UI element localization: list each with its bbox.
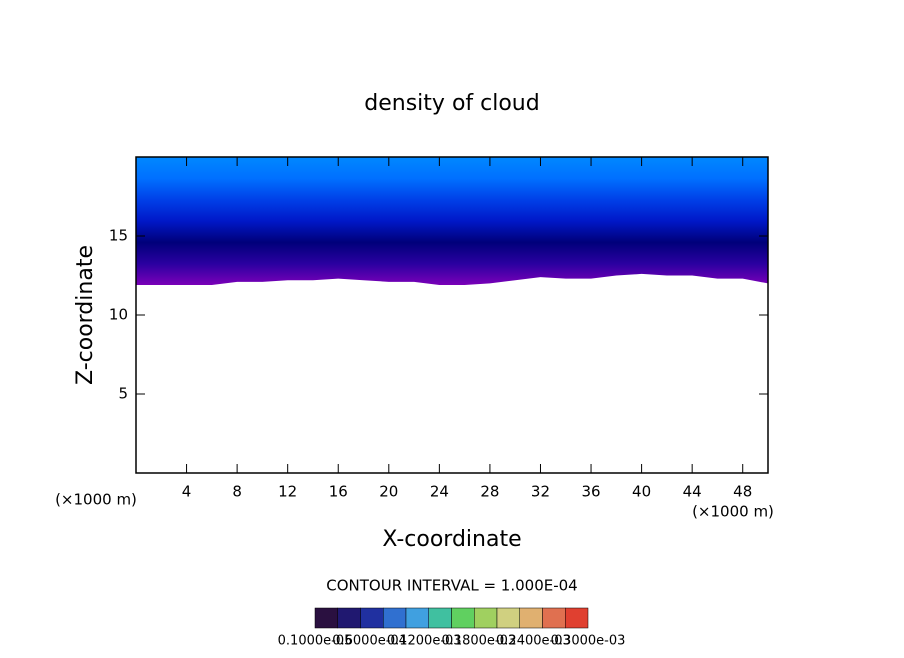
colorbar-swatch <box>565 607 589 629</box>
x-tick-label: 8 <box>232 483 242 501</box>
x-tick-label: 24 <box>430 483 449 501</box>
x-unit-label: (×1000 m) <box>55 491 137 509</box>
cloud-field <box>136 157 768 285</box>
colorbar-swatch <box>474 607 498 629</box>
colorbar-label: 0.1200e-03 <box>387 634 462 649</box>
x-tick-label: 36 <box>581 483 600 501</box>
x-tick-label: 32 <box>531 483 550 501</box>
colorbar-label: 0.3000e-03 <box>551 634 626 649</box>
colorbar-swatch <box>360 607 384 629</box>
x-tick-label: 12 <box>278 483 297 501</box>
x-tick-label: 40 <box>632 483 651 501</box>
y-tick-label: 15 <box>109 227 128 245</box>
colorbar-label: 0.1000e-05 <box>278 634 353 649</box>
x-axis-label: X-coordinate <box>382 527 521 552</box>
colorbar-swatch <box>496 607 520 629</box>
x-tick-label: 44 <box>683 483 702 501</box>
y-tick-label: 10 <box>109 306 128 324</box>
y-axis-label: Z-coordinate <box>73 245 98 385</box>
x-tick-label: 48 <box>733 483 752 501</box>
colorbar-swatch <box>405 607 429 629</box>
y-tick-label: 5 <box>118 385 128 403</box>
chart-title: density of cloud <box>364 91 539 116</box>
contour-interval: CONTOUR INTERVAL = 1.000E-04 <box>326 577 577 595</box>
colorbar-label: 0.2400e-03 <box>496 634 571 649</box>
x-tick-label: 4 <box>182 483 192 501</box>
colorbar-label: 0.6000e-04 <box>332 634 407 649</box>
colorbar-swatch <box>519 607 543 629</box>
x-tick-label: 16 <box>329 483 348 501</box>
x-tick-label: 20 <box>379 483 398 501</box>
colorbar-swatch <box>383 607 407 629</box>
colorbar-swatch <box>451 607 475 629</box>
colorbar-swatch <box>314 607 338 629</box>
x-tick-label: 28 <box>480 483 499 501</box>
colorbar-swatch <box>337 607 361 629</box>
colorbar-label: 0.1800e-03 <box>441 634 516 649</box>
colorbar-swatch <box>542 607 566 629</box>
colorbar-swatch <box>428 607 452 629</box>
x-unit-label: (×1000 m) <box>692 503 774 521</box>
